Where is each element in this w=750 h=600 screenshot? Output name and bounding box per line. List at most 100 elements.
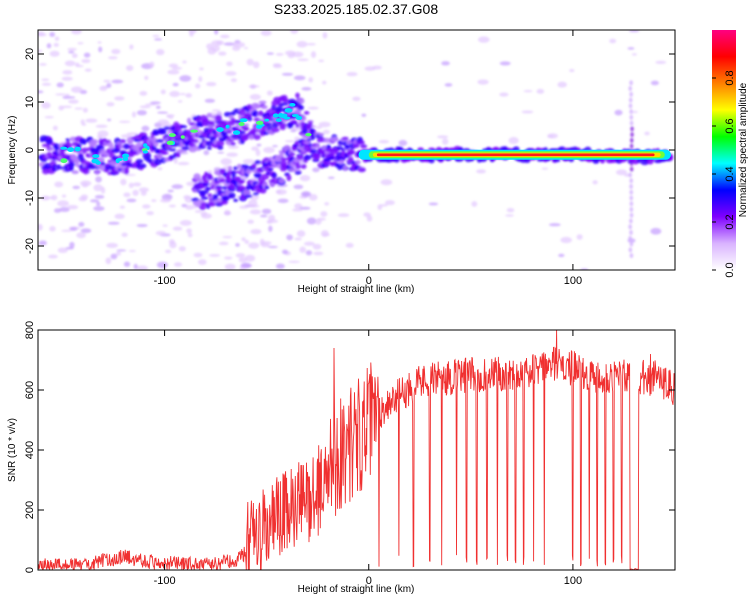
ridge-blob	[320, 150, 326, 156]
noise-blob	[268, 225, 273, 232]
noise-blob	[129, 44, 134, 50]
branch-blob	[278, 178, 285, 184]
spectrogram-ytick-label: -10	[24, 190, 36, 206]
streak-blob	[629, 166, 634, 172]
ridge-blob	[252, 110, 259, 117]
noise-blob	[441, 61, 450, 66]
noise-blob	[136, 265, 149, 270]
noise-blob	[299, 206, 311, 210]
noise-blob	[95, 124, 108, 129]
colorbar-label: Normalized spectral amplitude	[738, 82, 749, 217]
noise-blob	[235, 242, 240, 247]
ridge-blob	[215, 114, 222, 122]
noise-blob	[260, 30, 272, 36]
noise-blob	[52, 125, 58, 131]
snr-xtick-label: 0	[366, 575, 372, 587]
spectrogram-xlabel: Height of straight line (km)	[298, 284, 415, 295]
noise-blob	[272, 144, 278, 148]
noise-blob	[71, 53, 78, 59]
ridge-blob	[82, 167, 90, 175]
noise-blob	[476, 169, 487, 174]
ridge-blob	[94, 171, 100, 175]
noise-blob	[290, 30, 299, 34]
noise-blob	[106, 83, 112, 89]
noise-blob	[303, 241, 315, 246]
ridge-patch	[272, 113, 279, 118]
ridge-blob	[119, 139, 126, 144]
streak-blob	[629, 80, 633, 86]
noise-blob	[233, 42, 246, 48]
noise-blob	[83, 52, 91, 58]
noise-blob	[244, 239, 250, 245]
noise-blob	[547, 133, 559, 139]
ridge-blob	[297, 97, 305, 104]
ridge-blob	[123, 143, 131, 150]
ridge-patch	[256, 120, 264, 125]
noise-blob	[189, 31, 194, 37]
ridge-patch	[122, 153, 130, 159]
ridge-blob	[153, 141, 159, 147]
noise-blob	[263, 146, 275, 154]
snr-panel: -100 0 100 0 200 400 600 800 Height of straight…	[7, 321, 676, 595]
spectrogram-ytick-label: 20	[24, 48, 36, 60]
noise-blob	[172, 226, 183, 231]
noise-blob	[226, 61, 233, 67]
ridge-patch	[289, 103, 296, 107]
ridge-blob	[216, 140, 225, 147]
noise-blob	[80, 180, 92, 187]
noise-blob	[82, 107, 88, 113]
noise-blob	[302, 192, 310, 196]
streak-blob	[628, 247, 633, 253]
ridge-patch	[264, 118, 270, 122]
streak-blob	[629, 91, 633, 97]
noise-blob	[249, 93, 261, 101]
noise-blob	[293, 75, 306, 81]
ridge-blob	[65, 138, 71, 142]
ridge-patch	[216, 127, 224, 133]
ridge-blob	[315, 144, 321, 149]
branch-blob	[207, 173, 213, 180]
ridge-patch	[225, 124, 230, 129]
ridge-patch	[60, 158, 68, 164]
noise-blob	[478, 36, 490, 43]
spectrogram-blobs	[38, 30, 674, 270]
ridge-blob	[360, 144, 368, 149]
noise-blob	[220, 34, 230, 39]
noise-blob	[378, 139, 390, 144]
noise-blob	[211, 45, 220, 52]
noise-blob	[61, 105, 73, 109]
noise-blob	[324, 202, 330, 206]
ridge-blob	[106, 142, 114, 148]
noise-blob	[151, 199, 157, 202]
noise-blob	[179, 93, 186, 96]
noise-blob	[56, 82, 64, 88]
noise-blob	[296, 230, 306, 238]
noise-blob	[126, 198, 137, 203]
ridge-blob	[342, 165, 348, 172]
noise-blob	[69, 227, 78, 231]
branch-blob	[300, 164, 307, 170]
ridge-blob	[353, 143, 360, 148]
colorbar: 0.0 0.2 0.4 0.6 0.8 Normalized spectral ampl…	[712, 30, 749, 278]
noise-blob	[318, 121, 331, 128]
noise-blob	[226, 152, 238, 157]
ridge-blob	[276, 99, 282, 105]
noise-blob	[95, 176, 102, 183]
noise-blob	[243, 46, 249, 50]
noise-blob	[312, 167, 320, 173]
noise-blob	[53, 42, 59, 47]
noise-blob	[119, 205, 126, 209]
noise-blob	[650, 80, 659, 86]
noise-blob	[275, 263, 285, 269]
noise-blob	[106, 242, 118, 249]
noise-blob	[209, 253, 221, 257]
noise-blob	[284, 140, 295, 143]
noise-blob	[281, 72, 294, 76]
noise-blob	[352, 96, 361, 102]
ridge-blob	[88, 163, 96, 170]
noise-blob	[255, 132, 260, 135]
noise-blob	[110, 253, 118, 260]
noise-blob	[139, 105, 151, 109]
branch-blob	[289, 152, 296, 156]
